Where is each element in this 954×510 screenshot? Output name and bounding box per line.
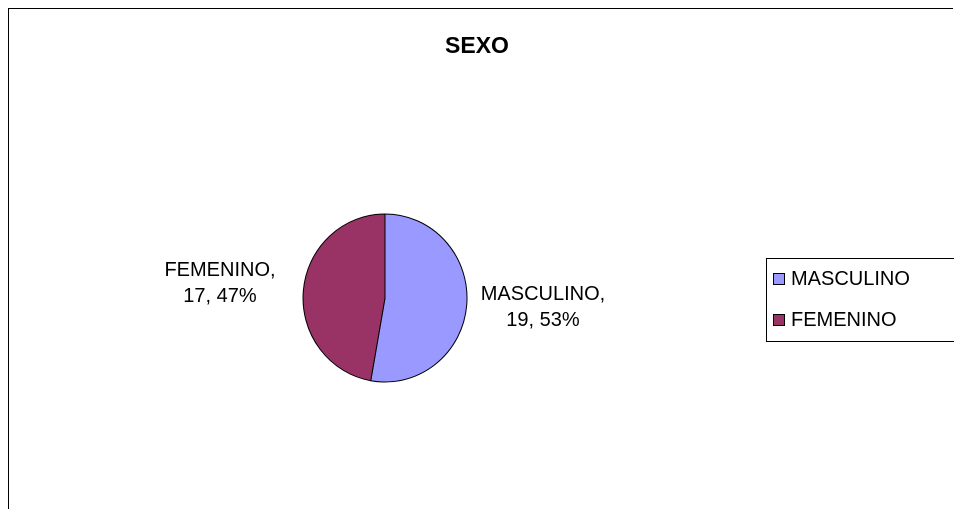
legend: MASCULINO FEMENINO <box>766 258 954 342</box>
pie-slice-masculino <box>370 213 468 383</box>
data-label-masculino-line1: MASCULINO, <box>480 283 606 305</box>
legend-swatch-masculino <box>773 273 785 285</box>
data-label-femenino-line2: 17, 47% <box>183 285 257 307</box>
legend-label-masculino: MASCULINO <box>791 267 910 290</box>
legend-item-femenino: FEMENINO <box>773 307 897 333</box>
data-label-femenino: FEMENINO, 17, 47% <box>150 257 290 309</box>
data-label-masculino: MASCULINO, 19, 53% <box>468 281 618 333</box>
data-label-masculino-line2: 19, 53% <box>506 309 580 331</box>
chart-title: SEXO <box>445 32 509 58</box>
legend-item-masculino: MASCULINO <box>773 266 910 292</box>
legend-swatch-femenino <box>773 314 785 326</box>
legend-label-femenino: FEMENINO <box>791 308 897 331</box>
data-label-femenino-line1: FEMENINO, <box>164 259 276 281</box>
pie-slice-femenino <box>302 213 386 382</box>
chart-frame <box>8 8 953 509</box>
